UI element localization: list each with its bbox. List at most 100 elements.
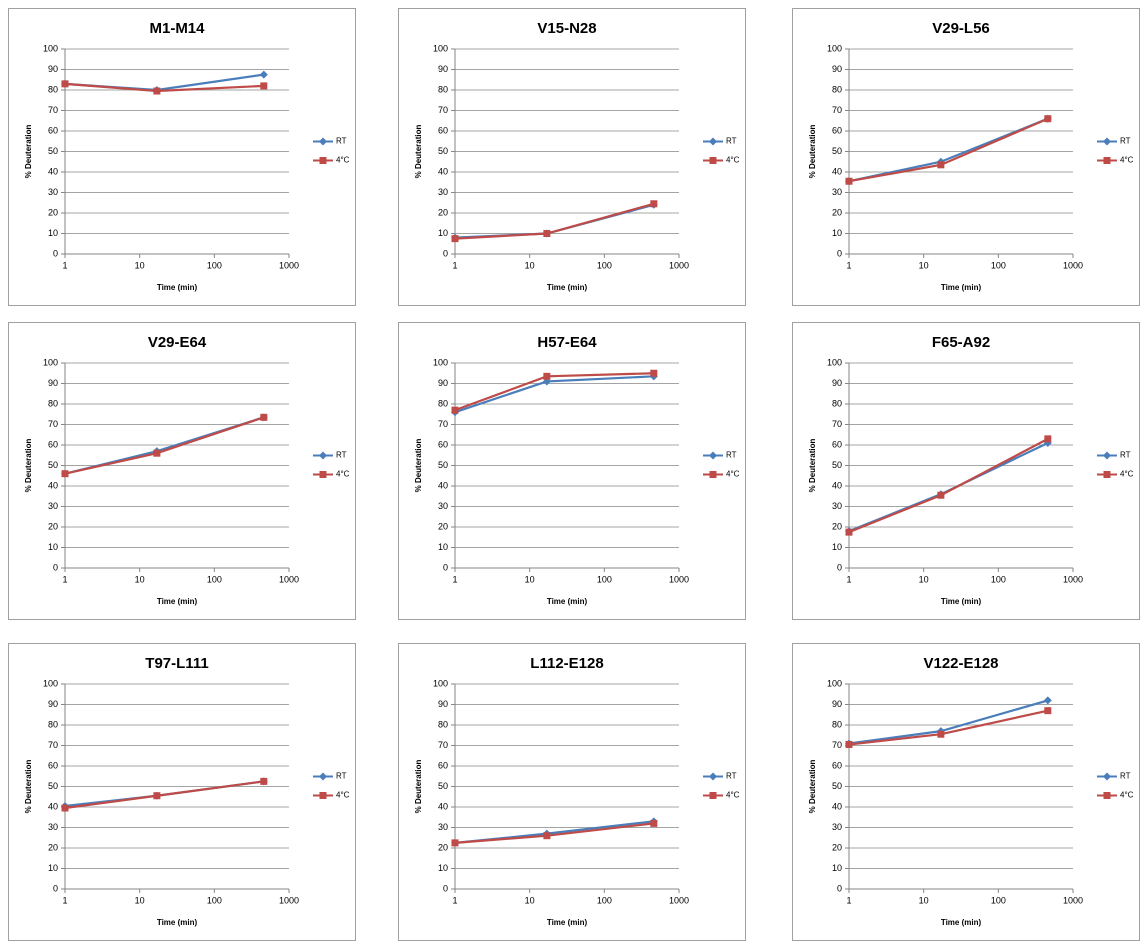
y-tick-label: 90 [832,378,842,388]
y-tick-label: 70 [832,419,842,429]
chart-title: V29-L56 [932,20,990,37]
legend-label: 4°C [1120,470,1134,479]
data-point [650,200,658,208]
y-tick-label: 10 [832,863,842,873]
chart-panel: V29-L56 0 10 20 30 40 50 60 70 80 90 100 1 10 100 1000 T… [792,8,1140,306]
y-tick-label: 20 [48,842,58,852]
y-tick-label: 90 [438,64,448,74]
y-tick-label: 20 [832,207,842,217]
x-tick-label: 1 [62,895,67,905]
chart-panel: L112-E128 0 10 20 30 40 50 60 70 80 90 100 1 10 100 100… [398,643,746,941]
y-tick-label: 30 [832,187,842,197]
y-tick-label: 70 [438,740,448,750]
series-line [848,699,1049,745]
y-tick-label: 60 [832,125,842,135]
chart-title: V122-E128 [923,655,998,672]
x-tick-label: 10 [525,895,535,905]
chart-panel: V122-E128 0 10 20 30 40 50 60 70 80 90 100 1 10 100 100… [792,643,1140,941]
series-line [848,441,1049,533]
x-tick-label: 10 [525,260,535,270]
x-tick-label: 100 [991,260,1006,270]
y-axis-title: % Deuteration [808,439,817,493]
x-axis-title: Time (min) [157,597,198,606]
data-point [1044,115,1052,123]
y-tick-label: 30 [48,187,58,197]
y-tick-label: 30 [832,822,842,832]
x-tick-label: 1000 [1063,895,1083,905]
y-tick-label: 10 [438,228,448,238]
y-tick-label: 20 [832,521,842,531]
chart-title: L112-E128 [530,655,603,672]
legend-marker [1103,772,1111,781]
y-tick-label: 10 [48,228,58,238]
data-point [259,70,268,79]
legend-label: RT [726,451,737,460]
data-point [543,230,551,237]
chart-panel: M1-M14 0 10 20 30 40 50 60 70 80 90 100 1 10 100 1000 Ti… [8,8,356,306]
y-tick-label: 60 [438,439,448,449]
y-tick-label: 100 [433,678,448,688]
y-tick-label: 50 [832,460,842,470]
y-tick-label: 40 [48,480,58,490]
y-tick-label: 10 [832,542,842,552]
data-point [1043,696,1052,705]
data-point [153,87,161,95]
y-tick-label: 100 [43,678,58,688]
y-tick-label: 70 [48,740,58,750]
data-point [451,839,459,847]
legend-marker [1103,792,1111,799]
y-tick-label: 40 [438,166,448,176]
x-tick-label: 1000 [669,895,689,905]
y-tick-label: 70 [48,419,58,429]
y-tick-label: 90 [832,699,842,709]
y-tick-label: 90 [48,378,58,388]
chart-title: H57-E64 [537,334,597,351]
x-tick-label: 1 [846,574,851,584]
data-point [61,80,69,88]
legend-marker [319,157,327,164]
chart-title: M1-M14 [149,20,205,37]
chart-title: F65-A92 [932,334,990,351]
y-tick-label: 80 [438,84,448,94]
x-axis-title: Time (min) [547,918,588,927]
legend-marker [709,792,717,799]
x-tick-label: 100 [597,260,612,270]
x-axis-title: Time (min) [547,283,588,292]
y-tick-label: 40 [438,801,448,811]
chart-title: V15-N28 [537,20,596,37]
legend-label: 4°C [1120,791,1134,800]
data-point [1044,707,1052,715]
y-tick-label: 80 [48,719,58,729]
y-tick-label: 100 [43,357,58,367]
y-tick-label: 20 [438,521,448,531]
y-tick-label: 70 [438,419,448,429]
y-tick-label: 100 [827,357,842,367]
y-tick-label: 20 [48,521,58,531]
x-axis-title: Time (min) [941,597,982,606]
legend-label: 4°C [336,470,350,479]
x-tick-label: 1000 [279,260,299,270]
y-tick-label: 10 [48,863,58,873]
data-point [543,832,551,840]
y-axis-title: % Deuteration [808,760,817,814]
y-tick-label: 40 [48,166,58,176]
x-tick-label: 10 [919,260,929,270]
x-tick-label: 10 [525,574,535,584]
y-tick-label: 90 [438,378,448,388]
y-tick-label: 50 [832,781,842,791]
x-tick-label: 100 [991,895,1006,905]
data-point [937,161,945,169]
x-tick-label: 10 [135,895,145,905]
y-tick-label: 0 [837,562,842,572]
legend-label: RT [1120,137,1131,146]
y-axis-title: % Deuteration [24,125,33,179]
y-tick-label: 60 [438,125,448,135]
legend-label: RT [336,451,347,460]
y-tick-label: 80 [832,398,842,408]
y-tick-label: 70 [832,105,842,115]
y-tick-label: 10 [438,542,448,552]
y-tick-label: 70 [438,105,448,115]
